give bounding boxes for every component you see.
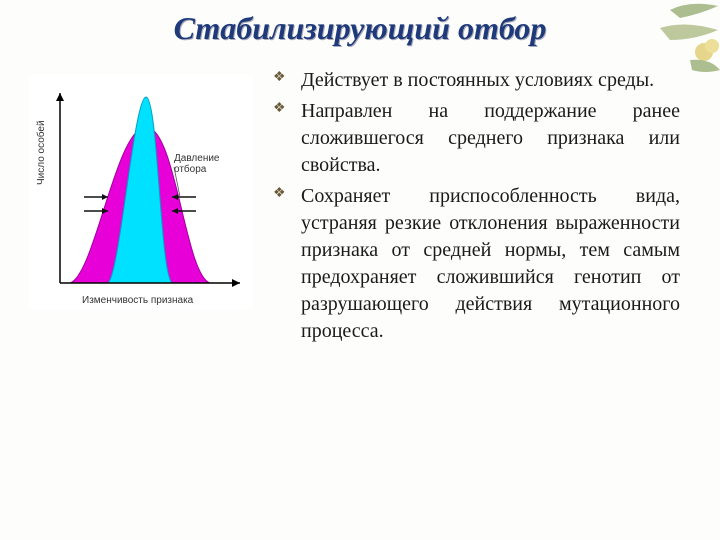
bullet-item: Действует в постоянных условиях среды. xyxy=(263,67,680,94)
stabilizing-selection-chart: Число особей Изменчивость признака Давле… xyxy=(28,75,253,310)
page-title: Стабилизирующий отбор xyxy=(0,0,720,47)
content-row: Число особей Изменчивость признака Давле… xyxy=(0,47,720,349)
bullet-item: Направлен на поддержание ранее сложившег… xyxy=(263,98,680,179)
chart-column: Число особей Изменчивость признака Давле… xyxy=(18,65,263,310)
bullet-list: Действует в постоянных условиях среды. На… xyxy=(263,67,680,345)
bullet-item: Сохраняет приспособленность вида, устран… xyxy=(263,183,680,345)
text-column: Действует в постоянных условиях среды. На… xyxy=(263,65,680,349)
y-axis-label: Число особей xyxy=(36,120,47,185)
x-axis-label: Изменчивость признака xyxy=(82,295,193,306)
pressure-label: Давление отбора xyxy=(174,153,219,175)
